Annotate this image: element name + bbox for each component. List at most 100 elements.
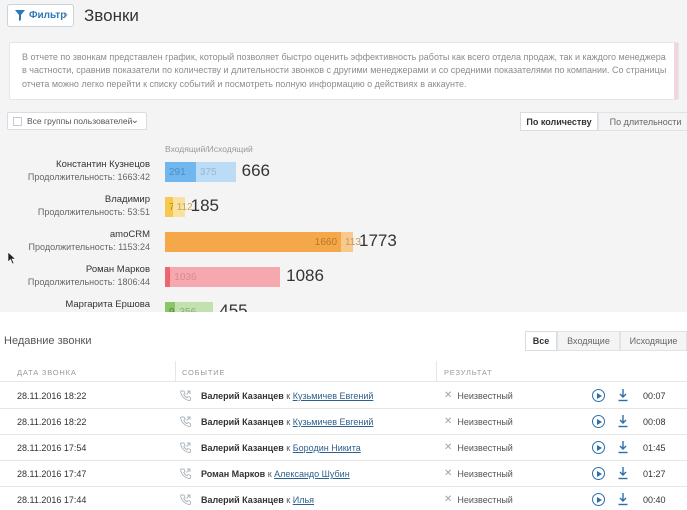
manager-name[interactable]: Роман Марков (85, 264, 150, 275)
page-title: Звонки (84, 6, 139, 25)
tab-all[interactable]: Все (525, 331, 557, 351)
call-contact-link[interactable]: Илья (292, 495, 315, 505)
phone-outgoing-icon (180, 416, 191, 427)
call-event: Валерий Казанцев к Илья (201, 495, 314, 505)
call-result-label: Неизвестный (457, 416, 513, 427)
download-icon[interactable] (617, 388, 629, 402)
call-event: Валерий Казанцев к Кузьмичев Евгений (201, 417, 373, 427)
filter-button[interactable]: Фильтр › (7, 4, 74, 27)
play-icon[interactable] (592, 389, 605, 402)
call-result: ✕ Неизвестный (444, 468, 513, 479)
manager-name[interactable]: Владимир (104, 194, 150, 205)
table-row[interactable]: 28.11.2016 18:22 Валерий Казанцев к Кузьм… (0, 383, 687, 409)
group-checkbox[interactable] (13, 116, 22, 126)
manager-bar[interactable]: 73112 (165, 197, 193, 217)
tab-outgoing[interactable]: Исходящие (620, 331, 687, 351)
play-icon[interactable] (592, 441, 605, 454)
chevron-right-icon: › (64, 9, 68, 21)
calls-report-panel: Фильтр › Звонки В отчете по звонкам пред… (0, 0, 687, 312)
call-contact-link[interactable]: Александо Шубин (274, 469, 350, 479)
download-icon[interactable] (617, 440, 629, 454)
manager-duration: Продолжительность: 1806:44 (27, 277, 150, 287)
table-row[interactable]: 28.11.2016 17:47 Роман Марков к Александо… (0, 461, 687, 487)
phone-outgoing-icon (180, 442, 191, 453)
call-contact-link[interactable]: Бородин Никита (292, 443, 361, 453)
call-duration: 01:45 (643, 443, 666, 453)
phone-outgoing-icon (180, 468, 191, 479)
bar-outgoing[interactable]: 375 (195, 162, 236, 182)
call-from[interactable]: Валерий Казанцев (201, 495, 284, 505)
call-date: 28.11.2016 18:22 (17, 417, 87, 427)
call-result-label: Неизвестный (457, 468, 513, 479)
call-date: 28.11.2016 17:54 (17, 443, 87, 453)
mouse-cursor-icon (8, 252, 16, 264)
bar-total-value: 455 (219, 301, 248, 312)
user-group-select[interactable]: Все группы пользователей ⌄ (7, 112, 147, 130)
call-from[interactable]: Валерий Казанцев (201, 391, 284, 401)
call-event: Валерий Казанцев к Бородин Никита (201, 443, 361, 453)
report-description-text: В отчете по звонкам представлен график, … (22, 52, 667, 89)
manager-name[interactable]: Маргарита Ершова (65, 299, 150, 310)
play-icon[interactable] (592, 467, 605, 480)
bar-outgoing[interactable]: 356 (175, 302, 214, 312)
by-duration-toggle[interactable]: По длительности (598, 112, 687, 131)
call-from[interactable]: Валерий Казанцев (201, 443, 284, 453)
call-event: Роман Марков к Александо Шубин (201, 469, 350, 479)
section-gap (0, 312, 687, 320)
manager-bar[interactable]: 99356 (165, 302, 214, 312)
tab-incoming[interactable]: Входящие (557, 331, 620, 351)
download-icon[interactable] (617, 492, 629, 506)
chart-column-caption: Входящий/Исходящий (165, 144, 253, 154)
call-date: 28.11.2016 17:47 (17, 469, 87, 479)
bar-total-value: 666 (241, 161, 270, 180)
download-icon[interactable] (617, 466, 629, 480)
call-duration: 01:27 (643, 469, 666, 479)
bar-incoming[interactable]: 73 (165, 197, 180, 217)
close-icon: ✕ (444, 390, 453, 401)
play-icon[interactable] (592, 493, 605, 506)
manager-bar[interactable]: 501036 (165, 267, 281, 287)
calls-table-header: ДАТА ЗВОНКА СОБЫТИЕ РЕЗУЛЬТАТ (0, 361, 687, 382)
call-direction-word: к (286, 417, 291, 427)
manager-name[interactable]: Константин Кузнецов (56, 159, 150, 170)
call-result: ✕ Неизвестный (444, 416, 513, 427)
chevron-down-icon: ⌄ (130, 115, 139, 126)
call-direction-word: к (267, 469, 272, 479)
manager-duration: Продолжительность: 53:51 (37, 207, 150, 217)
bar-outgoing[interactable]: 113 (341, 232, 361, 252)
phone-outgoing-icon (180, 390, 191, 401)
call-result: ✕ Неизвестный (444, 390, 513, 401)
column-divider (175, 361, 176, 382)
bar-total-value: 1773 (359, 231, 397, 250)
manager-bar[interactable]: 1660 113 (165, 232, 361, 252)
phone-outgoing-icon (180, 494, 191, 505)
manager-duration: Продолжительность: 1153:24 (28, 242, 150, 252)
table-row[interactable]: 28.11.2016 17:44 Валерий Казанцев к Илья ✕… (0, 487, 687, 510)
bar-incoming[interactable]: 291 (165, 162, 196, 182)
bar-outgoing[interactable]: 112 (172, 197, 193, 217)
call-direction-word: к (286, 495, 291, 505)
call-result: ✕ Неизвестный (444, 442, 513, 453)
table-row[interactable]: 28.11.2016 17:54 Валерий Казанцев к Бород… (0, 435, 687, 461)
bar-total-value: 185 (190, 196, 219, 215)
bar-incoming[interactable]: 99 (165, 302, 180, 312)
by-count-toggle[interactable]: По количеству (520, 112, 598, 131)
play-icon[interactable] (592, 415, 605, 428)
call-from[interactable]: Валерий Казанцев (201, 417, 284, 427)
manager-bar[interactable]: 291 375 (165, 162, 236, 182)
bar-incoming[interactable]: 1660 (165, 232, 342, 252)
info-box-accent (674, 43, 678, 99)
table-row[interactable]: 28.11.2016 18:22 Валерий Казанцев к Кузьм… (0, 409, 687, 435)
call-direction-word: к (286, 391, 291, 401)
manager-duration: Продолжительность: 1663:42 (27, 172, 150, 182)
manager-name[interactable]: amoCRM (109, 229, 150, 240)
download-icon[interactable] (617, 414, 629, 428)
call-result-label: Неизвестный (457, 494, 513, 505)
column-date: ДАТА ЗВОНКА (17, 368, 77, 377)
column-result: РЕЗУЛЬТАТ (444, 368, 493, 377)
call-contact-link[interactable]: Кузьмичев Евгений (292, 417, 374, 427)
call-result: ✕ Неизвестный (444, 494, 513, 505)
call-contact-link[interactable]: Кузьмичев Евгений (292, 391, 374, 401)
call-from[interactable]: Роман Марков (201, 469, 266, 479)
bar-outgoing[interactable]: 1036 (170, 267, 281, 287)
